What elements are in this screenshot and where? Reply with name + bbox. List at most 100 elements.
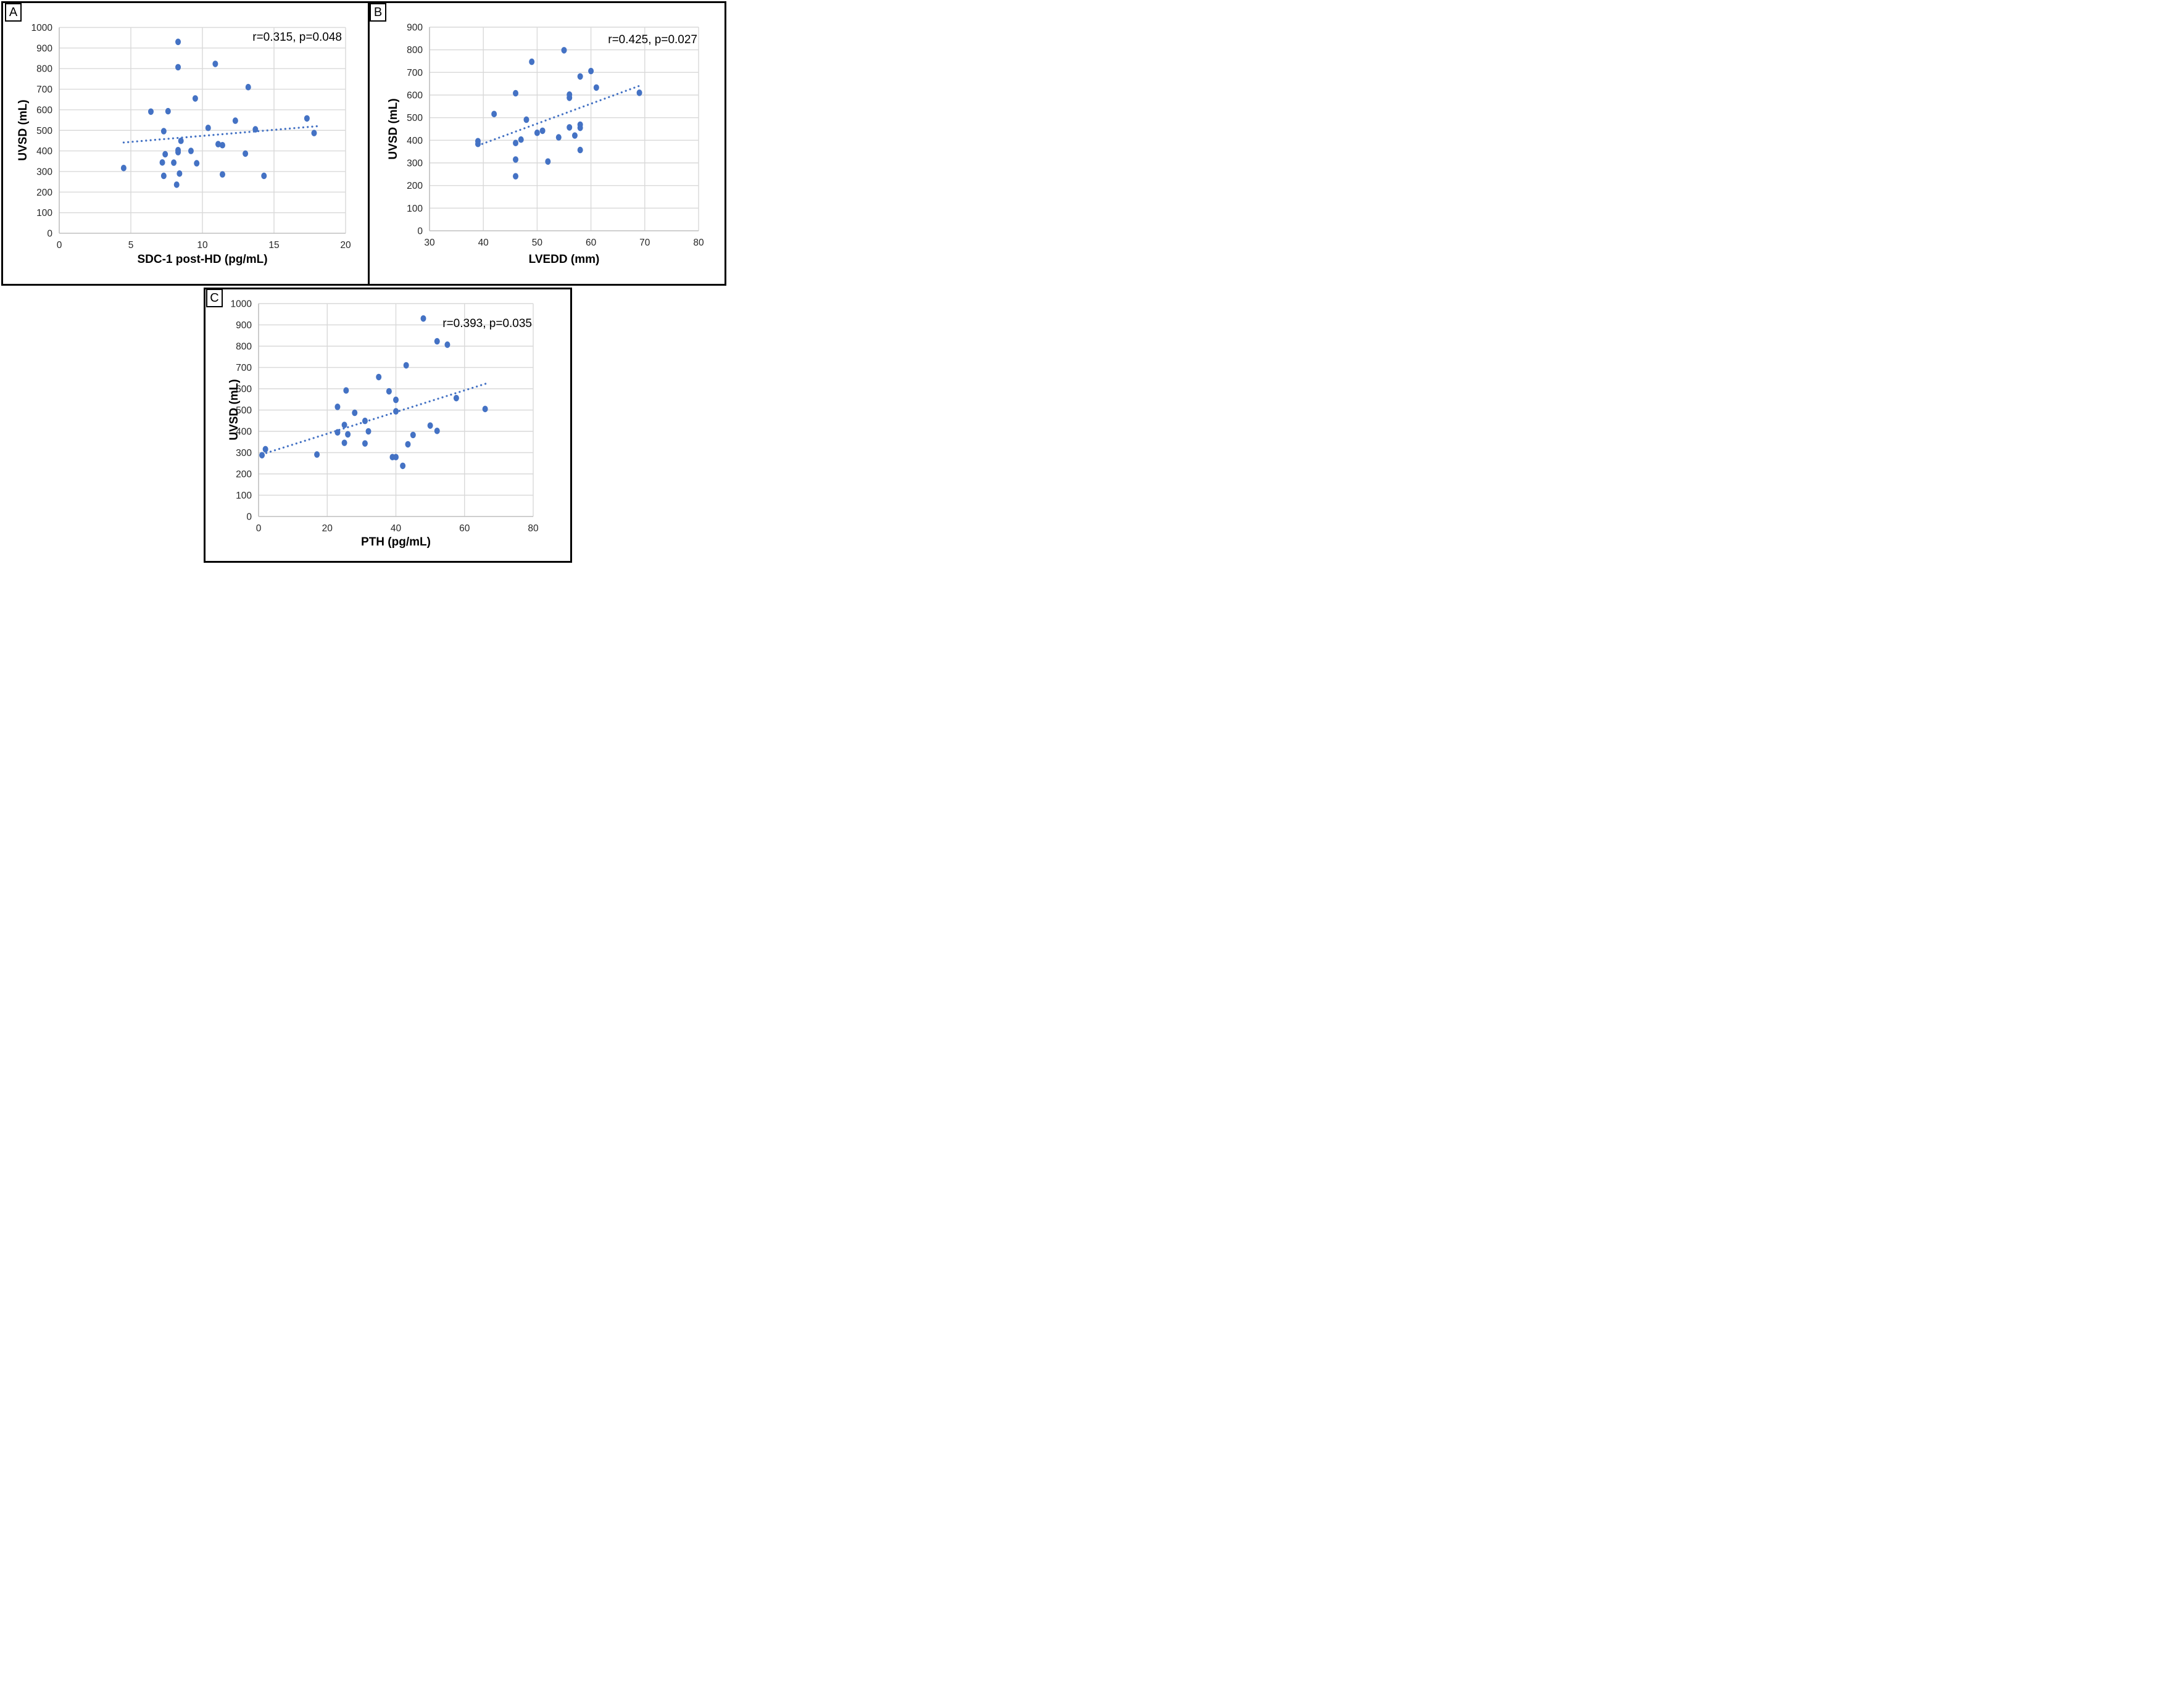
panel-c-plot: 0 100 200 300 400 500 600 700 800 900 1000 0 20 40 60 8… xyxy=(231,299,539,534)
y-tick-label-0: 0 xyxy=(246,512,252,523)
data-point xyxy=(539,127,546,135)
data-point xyxy=(219,171,225,178)
panel-b-correlation-annotation: r=0.425, p=0.027 xyxy=(608,33,697,46)
y-tick-label-500: 500 xyxy=(236,405,252,416)
data-point xyxy=(577,146,583,154)
y-tick-label-400: 400 xyxy=(236,427,252,438)
x-tick-label-80: 80 xyxy=(528,523,539,534)
data-point xyxy=(434,338,440,345)
x-tick-label-40: 40 xyxy=(478,238,489,248)
panel-b-plot: 0 100 200 300 400 500 600 700 800 900 30 40 50 60 70 80 xyxy=(407,23,704,249)
data-point xyxy=(159,159,165,166)
x-tick-label-20: 20 xyxy=(322,523,333,534)
panel-c-label: C xyxy=(206,289,223,307)
data-point xyxy=(636,89,642,96)
data-point xyxy=(341,421,347,428)
data-point xyxy=(567,124,573,131)
data-point xyxy=(259,452,265,458)
data-point xyxy=(147,108,154,115)
data-point xyxy=(160,128,167,135)
y-tick-label-0: 0 xyxy=(47,229,52,239)
x-tick-label-50: 50 xyxy=(532,238,543,248)
y-tick-label-800: 800 xyxy=(407,45,423,56)
panel-c-border-box xyxy=(204,288,572,563)
data-point xyxy=(491,110,497,118)
x-tick-label-0: 0 xyxy=(57,240,62,251)
data-point xyxy=(334,404,341,410)
panel-c-x-axis-title: PTH (pg/mL) xyxy=(361,536,431,549)
y-tick-label-500: 500 xyxy=(36,126,52,136)
panel-a-plot: 0 100 200 300 400 500 600 700 800 900 1000 0 5 10 15 20 xyxy=(31,23,351,251)
data-point xyxy=(386,388,392,395)
y-tick-label-100: 100 xyxy=(236,491,252,501)
panel-a-label: A xyxy=(5,3,22,22)
data-point xyxy=(567,94,573,101)
data-point xyxy=(334,429,341,436)
y-tick-label-700: 700 xyxy=(407,68,423,78)
data-point xyxy=(571,132,578,139)
data-point xyxy=(513,139,519,147)
data-point xyxy=(376,373,382,381)
data-point xyxy=(352,409,358,417)
x-tick-label-40: 40 xyxy=(391,523,402,534)
data-point xyxy=(120,164,127,172)
y-tick-label-400: 400 xyxy=(407,136,423,146)
y-tick-label-300: 300 xyxy=(236,448,252,458)
panel-b-label: B xyxy=(370,3,386,22)
data-point xyxy=(577,73,583,80)
data-point xyxy=(175,64,181,71)
data-point xyxy=(245,83,251,91)
y-tick-label-200: 200 xyxy=(407,181,423,191)
x-tick-label-15: 15 xyxy=(268,240,279,251)
data-point xyxy=(444,341,451,348)
x-tick-label-60: 60 xyxy=(459,523,470,534)
x-tick-label-60: 60 xyxy=(586,238,597,248)
panel-b-y-axis-title: UVSD (mL) xyxy=(387,98,400,160)
data-point xyxy=(427,422,433,429)
data-point xyxy=(513,156,519,163)
data-point xyxy=(529,58,535,65)
data-point xyxy=(434,428,440,434)
data-point xyxy=(555,134,562,141)
data-point xyxy=(475,140,481,147)
y-tick-label-800: 800 xyxy=(36,64,52,75)
y-tick-label-900: 900 xyxy=(407,23,423,33)
x-tick-label-30: 30 xyxy=(424,238,435,248)
y-tick-label-700: 700 xyxy=(236,363,252,373)
data-point xyxy=(453,394,459,402)
y-tick-label-700: 700 xyxy=(36,85,52,95)
data-point xyxy=(175,38,181,46)
y-tick-label-100: 100 xyxy=(36,208,52,218)
data-point xyxy=(577,124,583,131)
data-point xyxy=(311,130,317,136)
y-tick-label-600: 600 xyxy=(407,91,423,101)
figure-correlation-scatter-plots: A B C 0 100 200 300 400 500 600 700 800 900 1000 0 5… xyxy=(0,0,728,564)
data-point xyxy=(243,150,249,157)
panel-b-x-axis-title: LVEDD (mm) xyxy=(528,253,600,266)
y-tick-label-100: 100 xyxy=(407,204,423,214)
data-point xyxy=(345,431,351,438)
data-point xyxy=(343,387,349,394)
panel-a-correlation-annotation: r=0.315, p=0.048 xyxy=(252,31,342,44)
data-point xyxy=(194,160,200,167)
x-tick-label-20: 20 xyxy=(340,240,351,251)
data-point xyxy=(518,136,524,143)
data-point xyxy=(173,181,180,188)
data-point xyxy=(534,129,540,136)
y-tick-label-900: 900 xyxy=(236,320,252,331)
data-point xyxy=(219,141,225,149)
data-point xyxy=(252,126,259,133)
data-point xyxy=(176,170,183,177)
y-tick-label-200: 200 xyxy=(236,470,252,480)
top-panels-border-box xyxy=(1,1,726,286)
panel-a-b-divider xyxy=(368,1,370,286)
data-point xyxy=(304,115,310,122)
x-tick-label-70: 70 xyxy=(639,238,650,248)
y-tick-label-400: 400 xyxy=(36,146,52,157)
data-point xyxy=(212,60,218,67)
data-point xyxy=(588,67,594,75)
y-tick-label-900: 900 xyxy=(36,43,52,54)
data-point xyxy=(513,173,519,180)
y-tick-label-800: 800 xyxy=(236,342,252,352)
y-tick-label-200: 200 xyxy=(36,188,52,198)
